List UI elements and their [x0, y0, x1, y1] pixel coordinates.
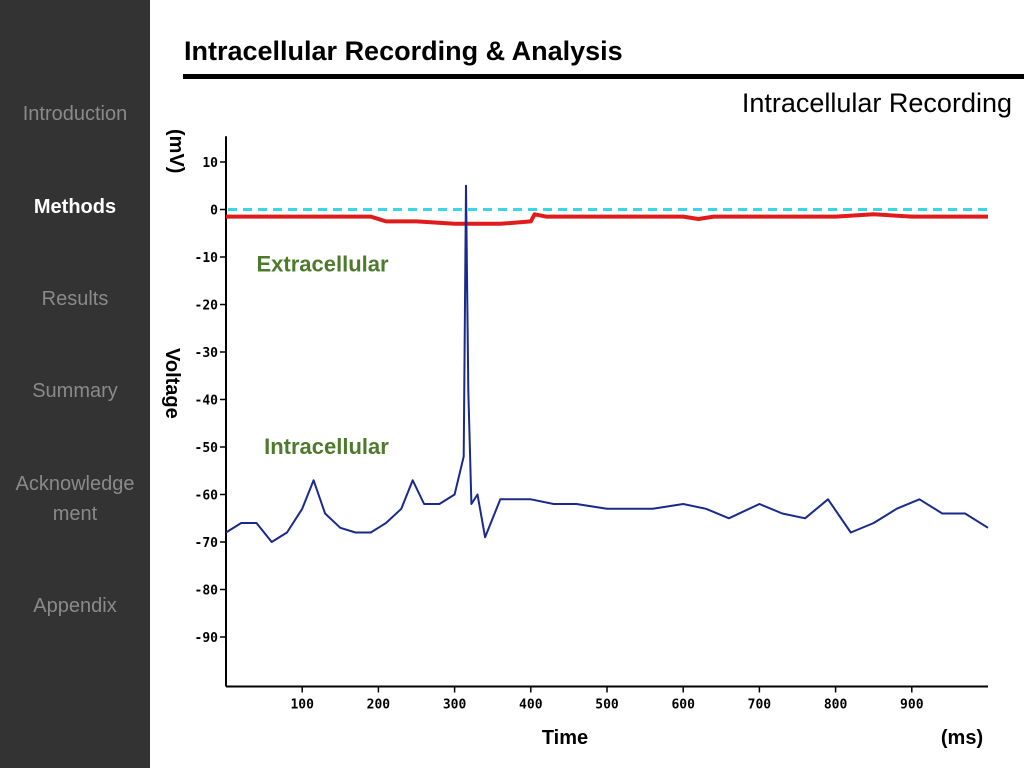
sidebar: Introduction Methods Results Summary Ack… [0, 0, 150, 768]
x-tick-label: 600 [671, 698, 695, 713]
series-line-extracellular [226, 212, 988, 226]
y-tick-label: -50 [195, 441, 219, 456]
x-axis-unit: (ms) [941, 727, 983, 749]
x-tick-label: 500 [595, 698, 619, 713]
sidebar-item-acknowledgement[interactable]: Acknowledge ment [15, 473, 135, 525]
slide-subtitle: Intracellular Recording [741, 88, 1012, 118]
sidebar-item-methods[interactable]: Methods [33, 196, 117, 218]
x-tick-label: 100 [290, 698, 314, 713]
x-tick-label: 800 [824, 698, 848, 713]
y-tick-label: 10 [202, 156, 218, 171]
x-tick-label: 300 [443, 698, 467, 713]
x-tick-label: 900 [900, 698, 924, 713]
y-tick-label: -30 [195, 346, 219, 361]
y-tick-label: -10 [195, 251, 219, 266]
series-line-intracellular [225, 184, 989, 543]
sidebar-item-introduction[interactable]: Introduction [22, 103, 128, 125]
y-tick-label: -80 [195, 584, 219, 599]
title-divider [183, 74, 1024, 79]
x-tick-label: 700 [748, 698, 772, 713]
x-tick-label: 200 [367, 698, 391, 713]
y-tick-label: -40 [195, 394, 219, 409]
y-axis-unit: (mV) [165, 129, 187, 173]
x-axis-title: Time [542, 727, 588, 749]
sidebar-item-summary[interactable]: Summary [32, 380, 118, 402]
sidebar-item-appendix[interactable]: Appendix [33, 595, 117, 617]
y-tick-label: -60 [195, 489, 219, 504]
y-tick-label: 0 [210, 204, 218, 219]
y-tick-label: -90 [195, 631, 219, 646]
y-axis-title: Voltage [161, 348, 183, 419]
sidebar-item-results[interactable]: Results [41, 288, 109, 310]
series-label-extracellular: Extracellular [256, 251, 389, 276]
series-label-intracellular: Intracellular [264, 434, 389, 459]
voltage-time-chart: (mV) Voltage Time (ms) 100-10-20-30-40-5… [161, 129, 989, 749]
y-tick-label: -20 [195, 299, 219, 314]
x-tick-label: 400 [519, 698, 543, 713]
y-tick-label: -70 [195, 536, 219, 551]
slide-title: Intracellular Recording & Analysis [184, 36, 623, 66]
